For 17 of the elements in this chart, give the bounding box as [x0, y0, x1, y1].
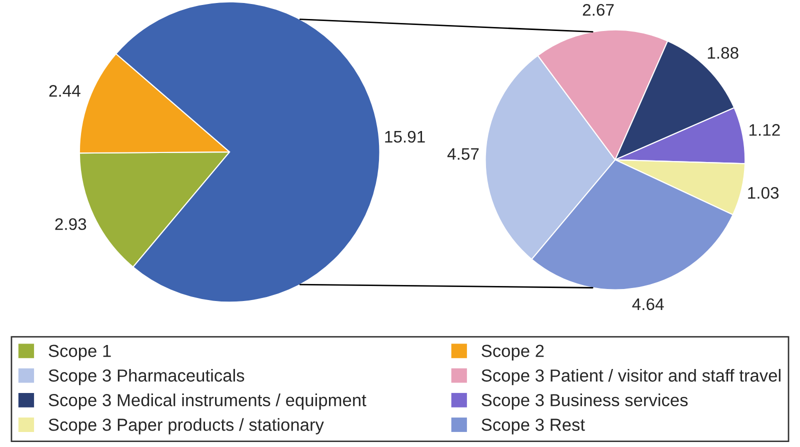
data-label: 2.44: [49, 84, 80, 97]
legend-label: Scope 3 Business services: [482, 394, 688, 410]
legend-label: Scope 3 Patient / visitor and staff travel: [482, 368, 780, 386]
data-label: 4.57: [447, 148, 479, 160]
legend-label: Scope 2: [482, 344, 544, 361]
legend-label: Scope 3 Paper products / stationary: [48, 418, 324, 434]
data-label: 1.12: [749, 124, 780, 136]
legend-label: Scope 3 Medical instruments / equipment: [48, 394, 366, 410]
data-label: 15.91: [385, 130, 425, 143]
data-label: 4.64: [632, 298, 664, 310]
data-label: 1.03: [748, 186, 779, 199]
data-label: 2.67: [582, 4, 614, 16]
data-label: 1.88: [708, 46, 738, 59]
legend-label: Scope 3 Rest: [482, 418, 585, 434]
data-label: 2.93: [55, 218, 86, 230]
legend-label: Scope 3 Pharmaceuticals: [48, 368, 244, 386]
legend-label: Scope 1: [48, 344, 111, 361]
